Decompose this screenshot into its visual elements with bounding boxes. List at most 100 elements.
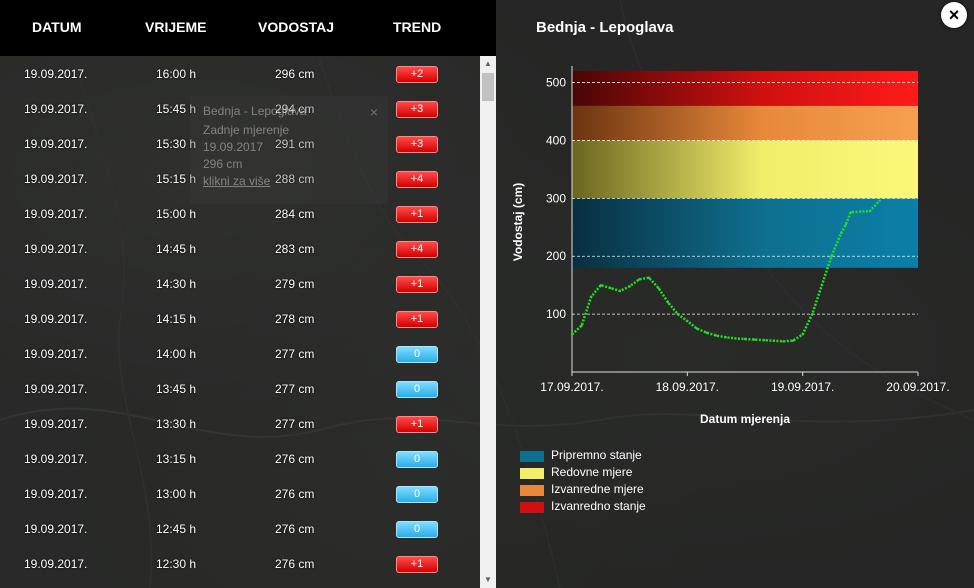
- row-level: 276 cm: [275, 522, 315, 536]
- x-tick-label: 20.09.2017.: [886, 380, 949, 394]
- row-level: 296 cm: [275, 67, 315, 81]
- y-tick-label: 200: [546, 249, 566, 263]
- data-point: [734, 337, 737, 340]
- trend-badge: 0: [396, 486, 438, 503]
- scroll-thumb[interactable]: [482, 73, 494, 101]
- row-date: 19.09.2017.: [24, 137, 88, 151]
- trend-badge: 0: [396, 451, 438, 468]
- table-row[interactable]: 19.09.2017. 12:45 h 276 cm 0: [0, 511, 480, 546]
- row-time: 14:30 h: [156, 277, 197, 291]
- row-level: 276 cm: [275, 452, 315, 466]
- row-level: 288 cm: [275, 172, 314, 186]
- row-level: 277 cm: [275, 347, 315, 361]
- row-level: 294 cm: [275, 102, 314, 116]
- table-row[interactable]: 19.09.2017. 14:30 h 279 cm +1: [0, 266, 480, 301]
- table-row[interactable]: 19.09.2017. 13:15 h 276 cm 0: [0, 441, 480, 476]
- data-point: [705, 331, 708, 334]
- trend-badge: +3: [396, 101, 438, 118]
- data-point: [782, 340, 785, 343]
- row-time: 12:45 h: [156, 522, 197, 536]
- scroll-up-arrow-icon[interactable]: ▲: [484, 59, 492, 68]
- legend-swatch: [520, 451, 544, 462]
- legend-label: Izvanredne mjere: [551, 482, 644, 496]
- scroll-down-arrow-icon[interactable]: ▼: [484, 575, 492, 584]
- popup-line2: 19.09.2017: [203, 140, 264, 154]
- data-point: [686, 319, 689, 323]
- data-point: [599, 283, 603, 287]
- data-point: [830, 255, 833, 258]
- popup-link[interactable]: klikni za više: [203, 174, 271, 188]
- table-row[interactable]: 19.09.2017. 15:00 h 284 cm +1: [0, 196, 480, 231]
- header-trend[interactable]: TREND: [393, 19, 442, 35]
- row-level: 276 cm: [275, 487, 315, 501]
- legend-item: Pripremno stanje: [520, 448, 720, 465]
- table-row[interactable]: 19.09.2017. 15:45 h 294 cm +3: [0, 91, 480, 126]
- legend-item: Redovne mjere: [520, 465, 720, 482]
- data-point: [878, 199, 881, 202]
- water-level-chart: 100 200 300 400 500 17.09.2017. 18.09.2017. 19.…: [511, 66, 950, 426]
- trend-badge: +4: [396, 241, 438, 258]
- table-row[interactable]: 19.09.2017. 14:15 h 278 cm +1: [0, 301, 480, 336]
- row-level: 277 cm: [275, 417, 315, 431]
- data-point: [868, 209, 872, 213]
- row-level: 291 cm: [275, 137, 314, 151]
- data-point: [714, 334, 718, 337]
- row-date: 19.09.2017.: [24, 242, 88, 256]
- data-point: [724, 336, 727, 339]
- table-row[interactable]: 19.09.2017. 13:45 h 277 cm 0: [0, 371, 480, 406]
- data-point: [859, 210, 862, 213]
- band-izvanredno-stanje: [572, 71, 918, 106]
- data-point: [570, 333, 574, 336]
- row-time: 15:15 h: [156, 172, 197, 186]
- data-point: [590, 295, 593, 298]
- data-point: [609, 286, 612, 290]
- table-row[interactable]: 19.09.2017. 14:45 h 283 cm +4: [0, 231, 480, 266]
- y-tick-label: 100: [546, 307, 566, 321]
- band-pripremno-stanje: [572, 198, 918, 268]
- header-date[interactable]: DATUM: [32, 19, 82, 35]
- y-tick-label: 400: [546, 133, 566, 147]
- legend-label: Redovne mjere: [551, 465, 633, 479]
- row-date: 19.09.2017.: [24, 347, 88, 361]
- trend-badge: +2: [396, 66, 438, 83]
- table-row[interactable]: 19.09.2017. 13:30 h 277 cm +1: [0, 406, 480, 441]
- row-time: 15:00 h: [156, 207, 197, 221]
- data-point: [657, 286, 660, 290]
- data-point: [618, 289, 622, 293]
- data-point: [638, 278, 641, 281]
- table-row[interactable]: 19.09.2017. 16:00 h 296 cm +2: [0, 56, 480, 91]
- row-date: 19.09.2017.: [24, 207, 88, 221]
- row-time: 15:30 h: [156, 137, 197, 151]
- row-date: 19.09.2017.: [24, 487, 88, 501]
- popup-close-icon[interactable]: ×: [369, 104, 378, 120]
- row-time: 14:15 h: [156, 312, 197, 326]
- table-row[interactable]: 19.09.2017. 12:30 h 276 cm +1: [0, 546, 480, 581]
- trend-badge: +1: [396, 556, 438, 573]
- row-level: 278 cm: [275, 312, 315, 326]
- legend-item: Izvanredno stanje: [520, 499, 720, 516]
- legend-swatch: [520, 468, 544, 479]
- table-row[interactable]: 19.09.2017. 15:15 h 288 cm +4: [0, 161, 480, 196]
- band-redovne-mjere: [572, 140, 918, 199]
- table-scrollbar[interactable]: ▲ ▼: [480, 56, 496, 588]
- table-row[interactable]: 19.09.2017. 14:00 h 277 cm 0: [0, 336, 480, 371]
- table-header: DATUM VRIJEME VODOSTAJ TREND: [0, 0, 496, 56]
- y-tick-label: 500: [546, 76, 566, 90]
- header-level[interactable]: VODOSTAJ: [258, 19, 334, 35]
- data-point: [666, 301, 670, 304]
- x-tick-label: 19.09.2017.: [771, 380, 834, 394]
- row-time: 13:15 h: [156, 452, 197, 466]
- row-time: 12:30 h: [156, 557, 197, 571]
- table-row[interactable]: 19.09.2017. 15:30 h 291 cm +3: [0, 126, 480, 161]
- trend-badge: +1: [396, 416, 438, 433]
- data-point: [763, 338, 766, 342]
- close-button[interactable]: ×: [941, 2, 967, 28]
- table-row[interactable]: 19.09.2017. 13:00 h 276 cm 0: [0, 476, 480, 511]
- x-axis-label: Datum mjerenja: [700, 412, 790, 426]
- popup-line3: 296 cm: [203, 157, 243, 171]
- header-time[interactable]: VRIJEME: [145, 19, 207, 35]
- row-date: 19.09.2017.: [24, 67, 88, 81]
- row-date: 19.09.2017.: [24, 522, 88, 536]
- row-date: 19.09.2017.: [24, 557, 88, 571]
- row-date: 19.09.2017.: [24, 312, 88, 326]
